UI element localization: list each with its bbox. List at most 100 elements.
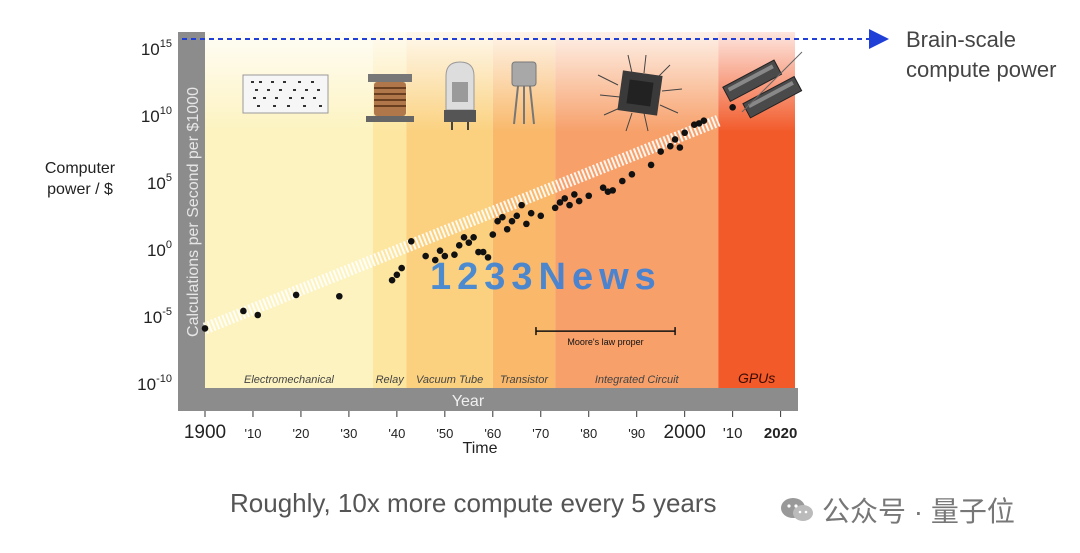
punch-card-icon [242, 74, 329, 114]
era-label-4: Integrated Circuit [595, 374, 680, 386]
brain-scale-pointer [741, 51, 803, 113]
data-point-15 [460, 233, 468, 241]
y-tick-labels: 1015 1010 105 100 10-5 10-10 [137, 38, 172, 394]
data-point-37 [585, 192, 593, 200]
watermark-text: 公众号 · 量子位 [822, 496, 1015, 527]
data-point-25 [508, 217, 516, 225]
era-labels: Electromechanical Relay Vacuum Tube Transis… [244, 370, 775, 386]
data-point-43 [647, 161, 655, 169]
data-point-0 [201, 325, 209, 332]
x-tick-2: '20 [292, 426, 309, 441]
data-point-2 [254, 311, 262, 319]
x-tick-8: '80 [580, 426, 597, 441]
transistor-icon [511, 61, 537, 125]
data-point-12 [441, 252, 449, 260]
data-point-9 [422, 252, 429, 260]
data-point-30 [537, 212, 545, 220]
data-point-14 [455, 242, 463, 249]
y-axis-bar [178, 32, 205, 388]
data-point-50 [695, 120, 703, 127]
x-tick-9: '90 [628, 426, 645, 441]
trend-band-line [202, 115, 721, 334]
era-label-2: Vacuum Tube [416, 374, 483, 386]
data-point-7 [398, 264, 405, 272]
x-tick-5: '50 [436, 426, 453, 441]
y-axis-inner-label: Calculations per Second per $1000 [185, 87, 202, 337]
data-point-19 [479, 248, 487, 256]
data-point-32 [556, 199, 564, 206]
brain-scale-label-line2: compute power [906, 57, 1057, 82]
data-point-22 [494, 217, 501, 225]
data-point-10 [431, 256, 439, 264]
data-point-41 [619, 177, 626, 185]
data-point-16 [465, 239, 473, 246]
watermark-overlay: 1233News [430, 256, 662, 298]
data-point-45 [666, 142, 674, 150]
data-point-8 [407, 238, 415, 245]
x-tick-0: 1900 [184, 422, 226, 443]
data-point-13 [451, 251, 458, 258]
data-point-46 [671, 136, 679, 143]
data-point-38 [599, 184, 607, 191]
data-point-31 [551, 204, 559, 212]
era-label-1: Relay [376, 374, 406, 386]
vacuum-tube-icon [444, 61, 476, 130]
data-point-35 [571, 191, 578, 198]
data-point-20 [484, 254, 492, 261]
data-point-11 [436, 247, 444, 254]
era-label-5: GPUs [738, 370, 775, 386]
data-point-44 [657, 148, 664, 155]
relay-icon [366, 74, 414, 122]
data-point-33 [561, 195, 569, 202]
y-tick-0: 1015 [141, 38, 172, 59]
y-tick-5: 10-10 [137, 373, 172, 394]
era-label-3: Transistor [500, 374, 549, 386]
data-point-23 [499, 213, 506, 221]
y-tick-3: 100 [147, 239, 172, 260]
x-tick-1: '10 [244, 426, 261, 441]
gpu-card-icon [722, 59, 803, 119]
wechat-icon [780, 497, 814, 523]
data-points [201, 104, 736, 332]
data-point-52 [729, 104, 736, 111]
x-tick-3: '30 [340, 426, 357, 441]
era-label-0: Electromechanical [244, 374, 334, 386]
data-point-24 [503, 225, 511, 233]
chip-icon [597, 54, 683, 132]
moores-law-label: Moore's law proper [567, 337, 643, 347]
data-point-27 [518, 201, 525, 209]
data-point-47 [676, 144, 684, 151]
x-axis-label: Time [462, 440, 498, 457]
data-point-18 [475, 248, 482, 256]
y-tick-2: 105 [147, 172, 172, 193]
x-tick-labels: 1900 '10 '20 '30 '40 '50 '60 '70 '80 '90 2000 '10 20… [184, 411, 797, 443]
data-point-51 [700, 117, 708, 124]
data-point-36 [575, 197, 583, 205]
data-point-6 [393, 271, 401, 279]
data-point-40 [609, 187, 617, 194]
y-tick-1: 1010 [141, 105, 172, 126]
data-point-21 [489, 231, 497, 238]
caption: Roughly, 10x more compute every 5 years [230, 488, 717, 518]
x-tick-11: '10 [723, 425, 743, 442]
data-point-3 [292, 291, 300, 299]
trend-band [202, 115, 721, 334]
data-point-26 [513, 212, 521, 220]
data-point-1 [240, 307, 247, 315]
y-tick-4: 10-5 [143, 306, 172, 327]
data-point-48 [681, 129, 688, 137]
x-axis-inner-label: Year [452, 393, 485, 410]
data-point-5 [388, 276, 396, 284]
data-point-17 [470, 233, 477, 241]
x-axis-bar [178, 388, 798, 411]
data-point-42 [628, 171, 636, 178]
data-point-34 [566, 201, 573, 209]
x-tick-12: 2020 [764, 425, 797, 442]
moores-law-bracket: Moore's law proper [535, 327, 676, 347]
data-point-29 [527, 209, 535, 217]
x-tick-10: 2000 [664, 422, 706, 443]
brain-scale-label-line1: Brain-scale [906, 27, 1017, 52]
wechat-watermark: 公众号 · 量子位 [780, 490, 1015, 530]
x-tick-4: '40 [388, 426, 405, 441]
